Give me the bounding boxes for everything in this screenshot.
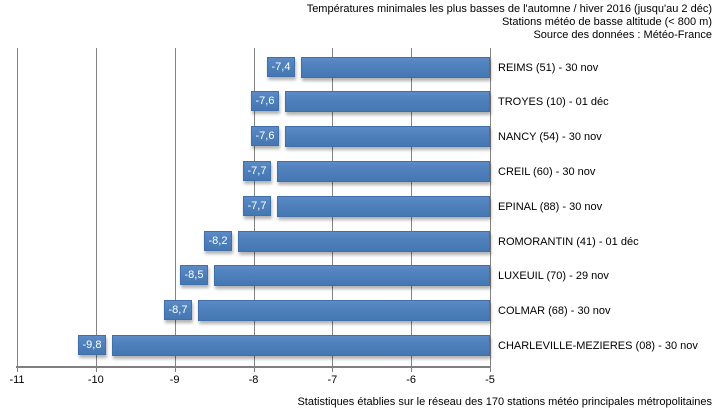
bar [214,265,490,286]
category-label: REIMS (51) - 30 nov [498,61,599,74]
x-tick-label: -8 [248,374,259,386]
gridline [174,48,176,366]
category-label: COLMAR (68) - 30 nov [498,304,611,317]
bar-value-label: -7,4 [267,57,295,77]
gridline [490,48,491,366]
bar-value-label: -7,7 [243,161,271,181]
x-tick-label: -7 [327,374,338,386]
bar-value-label: -8,2 [204,231,232,251]
category-label: CREIL (60) - 30 nov [498,165,596,178]
bar [277,196,490,217]
x-tick-label: -5 [485,374,495,386]
bar [198,300,490,321]
x-axis-tick [332,368,334,372]
bar [285,126,490,147]
x-axis-tick [411,368,413,372]
bar [112,335,490,356]
bar [238,231,490,252]
bar-value-label: -8,7 [164,300,192,320]
x-axis-tick [95,368,97,372]
x-tick-label: -9 [169,374,180,386]
bar-value-label: -7,6 [251,91,279,111]
x-axis-line [16,366,491,368]
category-label: EPINAL (88) - 30 nov [498,200,603,213]
gridline [95,48,97,366]
chart-title-block: Températures minimales les plus basses d… [307,3,712,42]
x-axis-tick [253,368,255,372]
x-axis-tick [17,368,18,372]
x-axis-tick [174,368,176,372]
x-axis-tick [490,368,491,372]
footer-note: Statistiques établies sur le réseau des … [297,396,712,408]
bar-value-label: -7,7 [243,196,271,216]
bar [277,161,490,182]
bar-value-label: -8,5 [180,265,208,285]
chart-title: Températures minimales les plus basses d… [306,3,712,15]
category-label: TROYES (10) - 01 déc [498,95,609,108]
category-label: ROMORANTIN (41) - 01 déc [498,235,639,248]
gridline [17,48,18,366]
bar-value-label: -9,8 [78,335,106,355]
x-tick-label: -10 [87,374,104,386]
chart-subtitle: Stations météo de basse altitude (< 800 … [501,16,712,28]
category-label: CHARLEVILLE-MEZIERES (08) - 30 nov [498,339,698,352]
x-tick-label: -6 [406,374,417,386]
bar [301,57,490,78]
bar-value-label: -7,6 [251,126,279,146]
x-tick-label: -11 [9,374,25,386]
category-label: NANCY (54) - 30 nov [498,130,602,143]
chart-source: Source des données : Météo-France [533,29,712,41]
bar [285,91,490,112]
category-label: LUXEUIL (70) - 29 nov [498,269,609,282]
